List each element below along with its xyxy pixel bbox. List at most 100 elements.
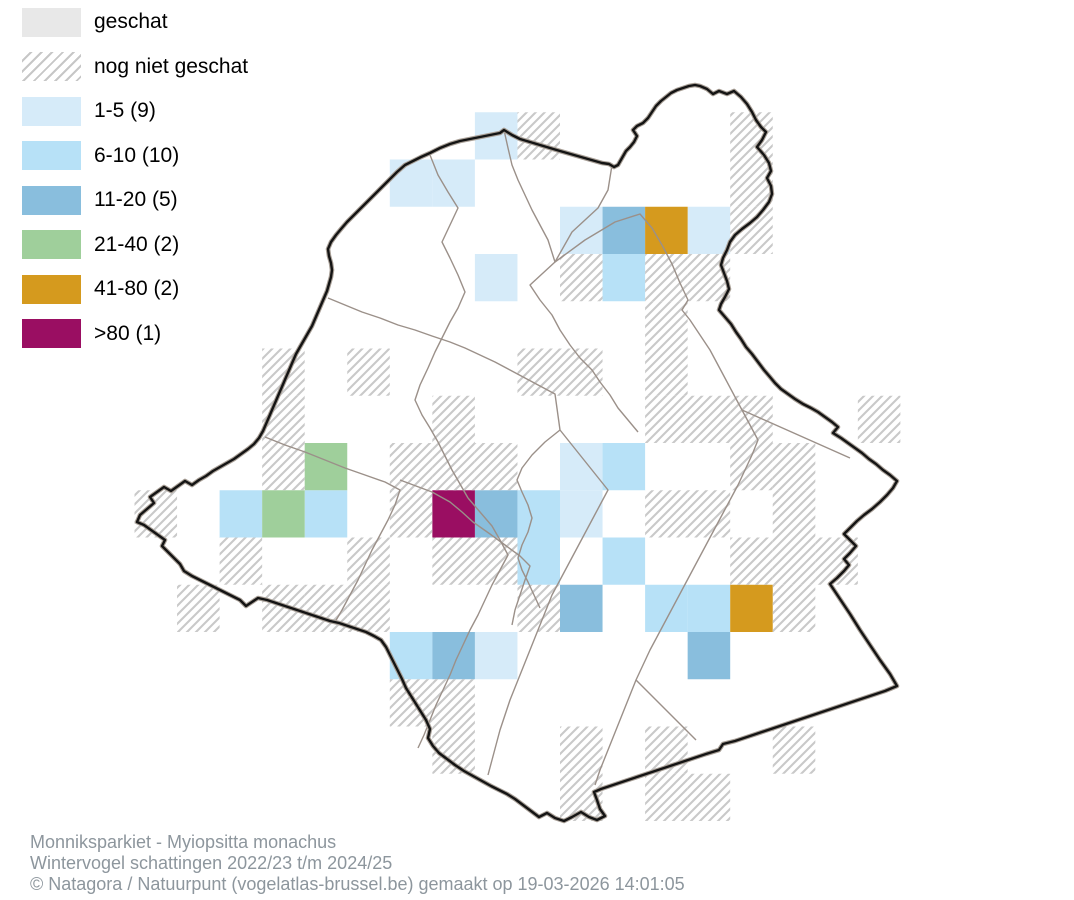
- grid-cell-not-estimated: [347, 584, 390, 632]
- survey-subtitle: Wintervogel schattingen 2022/23 t/m 2024…: [30, 853, 393, 873]
- legend-label: 41-80 (2): [94, 277, 180, 300]
- municipality-border-line: [399, 479, 531, 626]
- grid-cell-not-estimated: [772, 537, 816, 585]
- grid-cell-11-20: [560, 584, 603, 632]
- grid-cell-not-estimated: [347, 537, 390, 585]
- grid-cell-1-5: [432, 159, 475, 207]
- grid-cell-1-5: [560, 206, 603, 254]
- grid-cell-1-5: [560, 443, 603, 491]
- grid-cell-not-estimated: [560, 254, 603, 302]
- grid-cell-not-estimated: [645, 254, 688, 302]
- grid-cell-not-estimated: [432, 679, 475, 727]
- grid-cell-not-estimated: [645, 348, 688, 396]
- grid-cell-not-estimated: [517, 348, 560, 396]
- legend-item-3: 6-10 (10): [22, 141, 248, 171]
- grid-cell-not-estimated: [772, 443, 816, 491]
- grid-cell-not-estimated: [517, 112, 560, 160]
- municipality-border-line: [503, 129, 556, 263]
- grid-cell-not-estimated: [645, 395, 688, 443]
- grid-cell-41-80: [730, 584, 773, 632]
- color-swatch: [22, 185, 81, 215]
- grid-cell-not-estimated: [730, 443, 773, 491]
- grid-cell-not-estimated: [389, 443, 433, 491]
- grid-cell->80: [432, 490, 475, 538]
- grid-cell-not-estimated: [687, 490, 731, 538]
- species-title: Monniksparkiet - Myiopsitta monachus: [30, 832, 337, 852]
- color-swatch: [22, 141, 81, 170]
- grid-cell-not-estimated: [645, 301, 688, 349]
- map-footer: Monniksparkiet - Myiopsitta monachus Win…: [30, 832, 685, 895]
- grid-cell-1-5: [474, 632, 518, 680]
- grid-cell-1-5: [474, 254, 518, 302]
- grid-cell-not-estimated: [730, 395, 773, 443]
- grid-cell-not-estimated: [772, 490, 816, 538]
- municipality-border-line: [417, 497, 509, 749]
- municipality-border-line: [594, 499, 731, 786]
- grid-cell-not-estimated: [730, 206, 773, 254]
- region-boundary: [135, 83, 899, 823]
- grid-cell-not-estimated: [772, 726, 816, 774]
- legend-label: >80 (1): [94, 321, 162, 345]
- municipality-border-line: [487, 429, 609, 776]
- legend-item-4: 11-20 (5): [22, 185, 248, 215]
- grid-cell-not-estimated: [432, 395, 475, 443]
- grid-cell-6-10: [602, 537, 646, 585]
- grid-cell-6-10: [304, 490, 348, 538]
- grid-cell-not-estimated: [645, 490, 688, 538]
- grid-cell-not-estimated: [474, 443, 518, 491]
- grid-cell-not-estimated: [432, 443, 475, 491]
- municipality-border-line: [414, 154, 469, 499]
- color-swatch: [22, 96, 81, 126]
- hatched-swatch: [22, 52, 81, 81]
- grid-cell-not-estimated: [262, 443, 305, 491]
- grid-cell-not-estimated: [432, 537, 475, 585]
- grid-cell-6-10: [602, 443, 646, 491]
- grid-cell-1-5: [687, 206, 731, 254]
- color-swatch: [22, 7, 81, 37]
- grid-cell-not-estimated: [730, 537, 773, 585]
- not-estimated-cells: [134, 112, 901, 821]
- grid-cell-not-estimated: [730, 159, 773, 207]
- legend: geschat nog niet geschat 1-5 (9) 6-10 (10) 1…: [22, 7, 248, 363]
- grid-cell-not-estimated: [177, 584, 220, 632]
- municipality-border-line: [264, 436, 401, 623]
- grid-cell-not-estimated: [687, 773, 731, 821]
- grid-cell-6-10: [219, 490, 263, 538]
- grid-cell-not-estimated: [645, 773, 688, 821]
- municipality-border-line: [554, 213, 759, 501]
- grid-cell-6-10: [687, 584, 731, 632]
- grid-cell-not-estimated: [560, 348, 603, 396]
- legend-item-2: 1-5 (9): [22, 96, 248, 126]
- grid-cell-21-40: [262, 490, 305, 538]
- grid-cell-not-estimated: [772, 584, 816, 632]
- grid-cell-6-10: [602, 254, 646, 302]
- grid-cell-not-estimated: [219, 537, 263, 585]
- legend-item-7: >80 (1): [22, 319, 248, 349]
- municipality-border-line: [529, 164, 639, 433]
- legend-label: 6-10 (10): [94, 143, 180, 167]
- grid-cell-6-10: [517, 537, 560, 585]
- legend-label: nog niet geschat: [94, 54, 249, 78]
- grid-cell-not-estimated: [687, 395, 731, 443]
- legend-item-0: geschat: [22, 7, 248, 37]
- copyright-line: © Natagora / Natuurpunt (vogelatlas-brus…: [30, 874, 685, 894]
- grid-cell-not-estimated: [347, 348, 390, 396]
- municipality-border-line: [516, 429, 561, 609]
- grid-cell-11-20: [432, 632, 475, 680]
- municipality-border-line: [327, 297, 561, 431]
- grid-cell-not-estimated: [560, 726, 603, 774]
- legend-label: 1-5 (9): [94, 99, 156, 122]
- grid-cell-1-5: [389, 159, 433, 207]
- grid-cell-not-estimated: [389, 490, 433, 538]
- legend-item-5: 21-40 (2): [22, 230, 248, 260]
- legend-label: 11-20 (5): [94, 188, 178, 211]
- legend-label: geschat: [94, 10, 168, 33]
- municipality-border-line: [741, 409, 851, 459]
- grid-cell-not-estimated: [857, 395, 901, 443]
- municipality-borders: [264, 129, 851, 786]
- legend-item-6: 41-80 (2): [22, 274, 248, 304]
- grid-cell-11-20: [687, 632, 731, 680]
- legend-item-1: nog niet geschat: [22, 52, 248, 82]
